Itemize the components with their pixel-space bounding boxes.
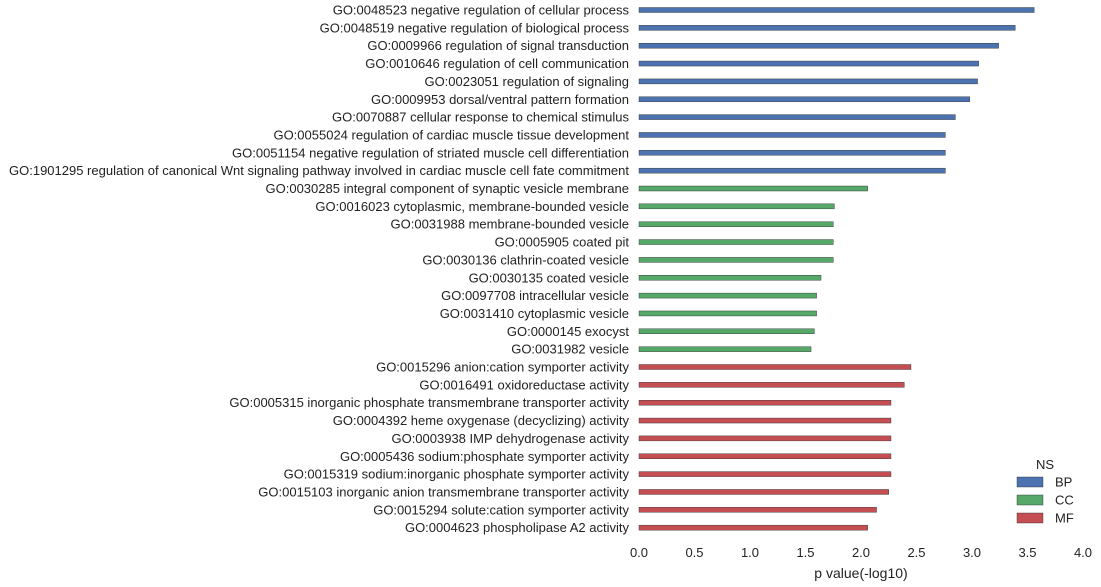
bar-cc xyxy=(638,346,812,352)
y-tick-label: GO:0004392 heme oxygenase (decyclizing) … xyxy=(333,413,630,428)
x-tick-label: 1.0 xyxy=(741,545,759,560)
x-tick-label: 1.5 xyxy=(796,545,814,560)
y-tick-label: GO:0015294 solute:cation symporter activ… xyxy=(373,502,629,517)
y-tick-label: GO:0031982 vesicle xyxy=(511,342,629,357)
bar-cc xyxy=(638,239,834,245)
bars-group xyxy=(638,7,1035,531)
bar-mf xyxy=(638,417,892,424)
bar-mf xyxy=(638,435,892,442)
y-tick-label: GO:0023051 regulation of signaling xyxy=(424,74,629,89)
bar-bp xyxy=(638,78,978,85)
x-tick-label: 3.5 xyxy=(1018,545,1036,560)
bar-cc xyxy=(638,275,822,281)
y-tick-label: GO:0005315 inorganic phosphate transmemb… xyxy=(229,395,629,410)
x-tick-label: 4.0 xyxy=(1074,545,1092,560)
y-tick-label: GO:0048519 negative regulation of biolog… xyxy=(320,20,630,35)
y-tick-label: GO:0030285 integral component of synapti… xyxy=(266,181,629,196)
bar-mf xyxy=(638,382,905,388)
y-tick-label: GO:0003938 IMP dehydrogenase activity xyxy=(391,431,629,446)
legend-entries: BP CC MF xyxy=(1016,475,1074,526)
legend-swatch-bp xyxy=(1016,476,1044,488)
y-tick-label: GO:0055024 regulation of cardiac muscle … xyxy=(273,127,629,142)
legend-label-mf: MF xyxy=(1055,511,1074,526)
bar-mf xyxy=(638,524,868,531)
x-tick-label: 0.5 xyxy=(685,545,703,560)
bar-mf xyxy=(638,471,892,477)
bar-cc xyxy=(638,292,817,299)
x-tick-label: 2.0 xyxy=(852,545,870,560)
legend-swatch-cc xyxy=(1016,494,1044,506)
bar-bp xyxy=(638,114,956,120)
y-tick-label: GO:0000145 exocyst xyxy=(507,324,630,339)
y-tick-label: GO:0015103 inorganic anion transmembrane… xyxy=(258,484,629,499)
bar-bp xyxy=(638,150,946,156)
bar-cc xyxy=(638,310,817,317)
bar-bp xyxy=(638,7,1035,13)
y-tick-label: GO:0010646 regulation of cell communicat… xyxy=(365,56,629,71)
bar-bp xyxy=(638,25,1016,31)
y-tick-label: GO:0048523 negative regulation of cellul… xyxy=(333,3,630,18)
y-tick-label: GO:0031410 cytoplasmic vesicle xyxy=(440,306,629,321)
x-tick-label: 2.5 xyxy=(907,545,925,560)
y-tick-label: GO:0016491 oxidoreductase activity xyxy=(419,377,629,392)
y-tick-label: GO:0030136 clathrin-coated vesicle xyxy=(422,252,629,267)
bar-bp xyxy=(638,43,999,49)
bar-cc xyxy=(638,185,868,192)
y-tick-label: GO:1901295 regulation of canonical Wnt s… xyxy=(9,163,629,178)
bar-bp xyxy=(638,167,946,174)
y-tick-label: GO:0015296 anion:cation symporter activi… xyxy=(376,360,629,375)
y-tick-label: GO:0009966 regulation of signal transduc… xyxy=(367,38,629,53)
bar-cc xyxy=(638,203,835,210)
x-tick-label: 0.0 xyxy=(630,545,648,560)
bar-bp xyxy=(638,132,946,138)
bar-mf xyxy=(638,453,892,459)
legend-label-bp: BP xyxy=(1055,475,1072,490)
y-tick-label: GO:0005905 coated pit xyxy=(495,235,630,250)
y-tick-label: GO:0004623 phospholipase A2 activity xyxy=(405,520,630,535)
bar-mf xyxy=(638,400,892,406)
y-tick-label: GO:0097708 intracellular vesicle xyxy=(441,288,629,303)
bar-mf xyxy=(638,489,889,495)
bar-cc xyxy=(638,328,815,334)
y-tick-label: GO:0051154 negative regulation of striat… xyxy=(232,145,629,160)
bar-cc xyxy=(638,257,834,263)
legend-label-cc: CC xyxy=(1055,493,1074,508)
bar-bp xyxy=(638,96,970,102)
y-tick-label: GO:0070887 cellular response to chemical… xyxy=(332,110,629,125)
y-tick-label: GO:0031988 membrane-bounded vesicle xyxy=(391,217,629,232)
bar-bp xyxy=(638,60,979,67)
legend-title: NS xyxy=(1036,457,1054,472)
y-tick-label: GO:0009953 dorsal/ventral pattern format… xyxy=(371,92,629,107)
x-axis-label: p value(-log10) xyxy=(814,565,907,581)
legend: NS BP CC MF xyxy=(1016,457,1074,526)
y-tick-labels: GO:0048523 negative regulation of cellul… xyxy=(9,3,629,536)
x-tick-label: 3.0 xyxy=(963,545,981,560)
bar-mf xyxy=(638,364,912,370)
bar-mf xyxy=(638,507,877,513)
y-tick-label: GO:0016023 cytoplasmic, membrane-bounded… xyxy=(315,199,629,214)
legend-swatch-mf xyxy=(1016,512,1044,524)
bar-cc xyxy=(638,221,834,227)
x-tick-labels: 0.0 0.5 1.0 1.5 2.0 2.5 3.0 3.5 4.0 xyxy=(630,545,1092,560)
y-tick-label: GO:0015319 sodium:inorganic phosphate sy… xyxy=(284,467,630,482)
y-tick-label: GO:0030135 coated vesicle xyxy=(469,270,629,285)
y-tick-label: GO:0005436 sodium:phosphate symporter ac… xyxy=(340,449,630,464)
